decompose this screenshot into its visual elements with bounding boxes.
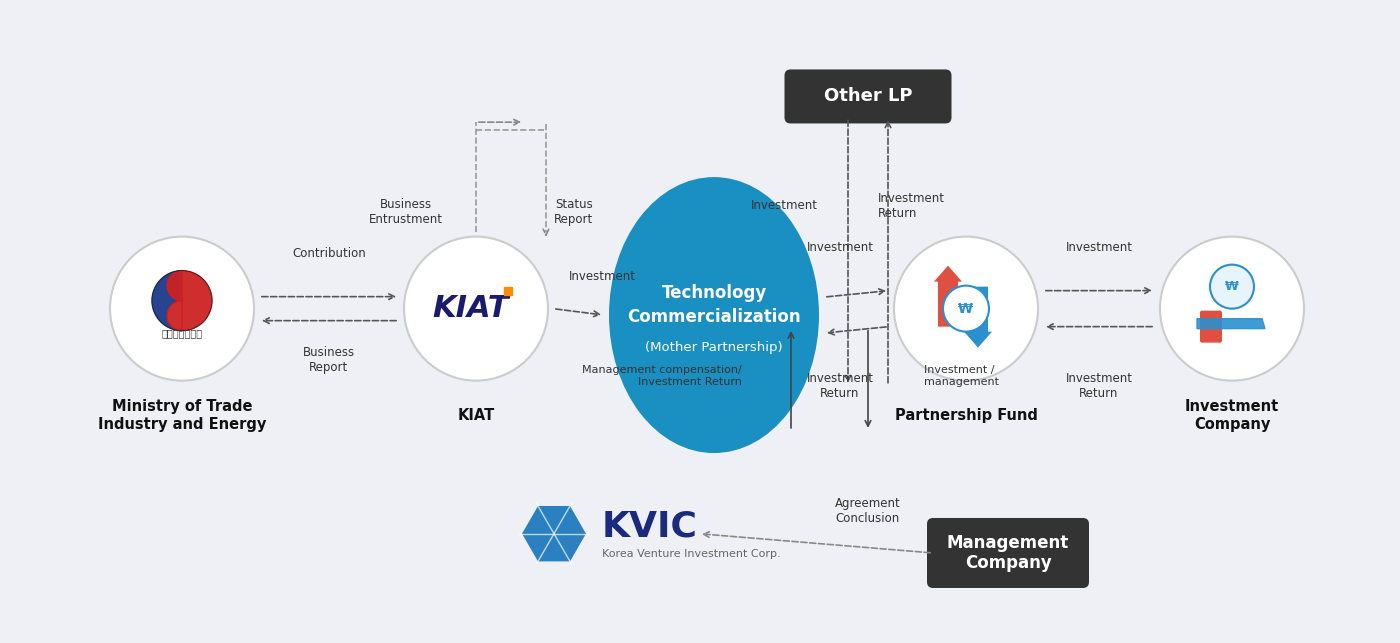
Text: Agreement
Conclusion: Agreement Conclusion <box>836 497 900 525</box>
Text: Management
Company: Management Company <box>946 534 1070 572</box>
Text: Investment
Return: Investment Return <box>1065 372 1133 400</box>
FancyBboxPatch shape <box>927 518 1089 588</box>
Text: Other LP: Other LP <box>823 87 913 105</box>
Ellipse shape <box>609 177 819 453</box>
FancyArrow shape <box>965 287 993 348</box>
Text: Partnership Fund: Partnership Fund <box>895 408 1037 423</box>
Text: Investment: Investment <box>750 199 818 212</box>
Text: (Mother Partnership): (Mother Partnership) <box>645 341 783 354</box>
Text: Investment: Investment <box>568 270 636 283</box>
Text: Investment: Investment <box>1065 241 1133 254</box>
Polygon shape <box>167 271 211 331</box>
Text: KVIC: KVIC <box>602 510 697 544</box>
Circle shape <box>1161 237 1303 381</box>
Text: Investment /
management: Investment / management <box>924 365 1000 387</box>
Text: Korea Venture Investment Corp.: Korea Venture Investment Corp. <box>602 548 781 559</box>
Text: KIAT: KIAT <box>433 294 510 323</box>
Text: KIAT: KIAT <box>458 408 494 423</box>
Polygon shape <box>1197 319 1266 329</box>
Circle shape <box>944 285 988 332</box>
Text: ₩: ₩ <box>959 302 973 316</box>
Text: Ministry of Trade
Industry and Energy: Ministry of Trade Industry and Energy <box>98 399 266 432</box>
Text: Status
Report: Status Report <box>554 198 594 226</box>
Text: Investment: Investment <box>806 241 874 254</box>
Circle shape <box>111 237 253 381</box>
FancyArrow shape <box>934 266 962 327</box>
Circle shape <box>1210 265 1254 309</box>
FancyBboxPatch shape <box>784 69 952 123</box>
Polygon shape <box>153 271 182 331</box>
Text: Investment
Return: Investment Return <box>878 192 945 220</box>
FancyBboxPatch shape <box>1200 311 1222 343</box>
Text: Commercialization: Commercialization <box>627 308 801 326</box>
Text: Management compensation/
Investment Return: Management compensation/ Investment Retu… <box>582 365 742 387</box>
Circle shape <box>405 237 547 381</box>
Text: Business
Entrustment: Business Entrustment <box>370 198 442 226</box>
Text: Contribution: Contribution <box>293 248 365 260</box>
Text: Investment
Return: Investment Return <box>806 372 874 400</box>
Text: Investment
Company: Investment Company <box>1184 399 1280 432</box>
Text: ₩: ₩ <box>1225 280 1239 293</box>
Text: Technology: Technology <box>661 284 767 302</box>
Text: Business
Report: Business Report <box>302 346 356 374</box>
Circle shape <box>895 237 1037 381</box>
Text: 산업통상자원부: 산업통상자원부 <box>161 329 203 339</box>
